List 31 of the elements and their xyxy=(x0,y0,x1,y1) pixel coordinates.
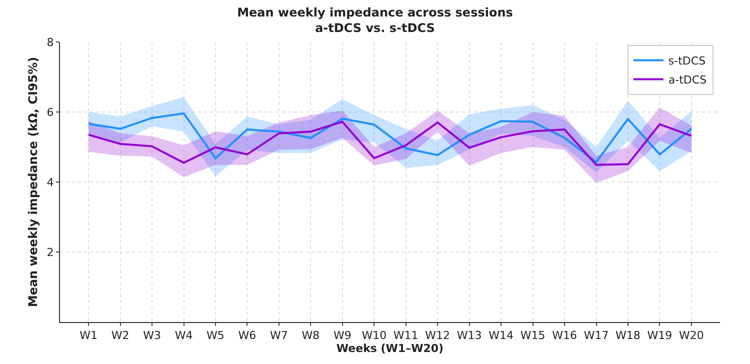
y-tick-label: 4 xyxy=(46,176,54,189)
x-tick-label: W17 xyxy=(584,329,609,342)
line-series xyxy=(88,120,692,166)
legend-label: s-tDCS xyxy=(668,54,706,68)
x-tick-label: W7 xyxy=(270,329,288,342)
x-tick-label: W15 xyxy=(520,329,546,342)
x-tick-label: W1 xyxy=(80,329,98,342)
x-tick-label: W12 xyxy=(425,329,450,342)
y-tick-label: 8 xyxy=(46,36,54,49)
x-tick-label: W6 xyxy=(238,329,256,342)
x-tick-label: W18 xyxy=(616,329,640,342)
x-tick-label: W9 xyxy=(333,329,352,342)
x-axis-title: Weeks (W1–W20) xyxy=(336,342,444,356)
y-tick-label: 2 xyxy=(46,246,54,259)
y-tick-label: 6 xyxy=(46,106,54,119)
chart-title: Mean weekly impedance across sessions a-tDCS vs. s-tDCS xyxy=(237,5,513,35)
x-tick-label: W10 xyxy=(362,329,387,342)
x-tick-label: W2 xyxy=(111,329,130,342)
x-tick-label: W11 xyxy=(393,329,418,342)
line-series xyxy=(88,112,692,164)
x-tick-label: W5 xyxy=(206,329,224,342)
x-tick-label: W8 xyxy=(302,329,320,342)
x-tick-label: W14 xyxy=(488,329,514,342)
x-tick-label: W13 xyxy=(456,329,482,342)
x-tick-label: W16 xyxy=(552,329,577,342)
x-tick-label: W4 xyxy=(174,329,193,342)
x-tick-label: W20 xyxy=(679,329,704,342)
x-tick-label: W19 xyxy=(647,329,672,342)
y-axis-title: Mean weekly impedance (kΩ, CI95%) xyxy=(26,56,40,308)
legend-label: a-tDCS xyxy=(668,74,707,87)
x-tick-label: W3 xyxy=(143,329,161,342)
